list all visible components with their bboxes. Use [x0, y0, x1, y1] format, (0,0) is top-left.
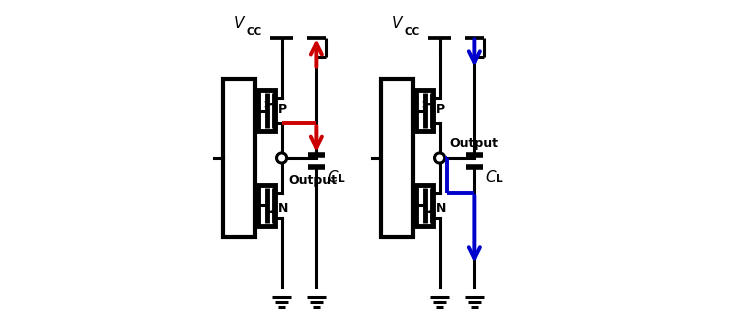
Text: $V$: $V$	[391, 15, 404, 31]
Text: $V$: $V$	[233, 15, 246, 31]
Text: P: P	[278, 102, 287, 116]
Bar	[258, 90, 276, 131]
Text: CC: CC	[404, 27, 419, 37]
Text: Output: Output	[289, 174, 338, 187]
Bar	[416, 90, 433, 131]
Text: CC: CC	[246, 27, 262, 37]
Bar	[416, 185, 433, 226]
Text: $C$: $C$	[327, 169, 340, 185]
Text: $C$: $C$	[486, 169, 498, 185]
Bar	[258, 185, 276, 226]
Text: P: P	[436, 102, 444, 116]
Text: Output: Output	[449, 137, 498, 150]
Circle shape	[276, 153, 287, 163]
Text: L: L	[496, 174, 503, 184]
Bar	[223, 79, 255, 237]
Circle shape	[435, 153, 444, 163]
Bar	[381, 79, 413, 237]
Text: N: N	[436, 202, 446, 215]
Text: L: L	[338, 174, 344, 184]
Text: N: N	[278, 202, 288, 215]
